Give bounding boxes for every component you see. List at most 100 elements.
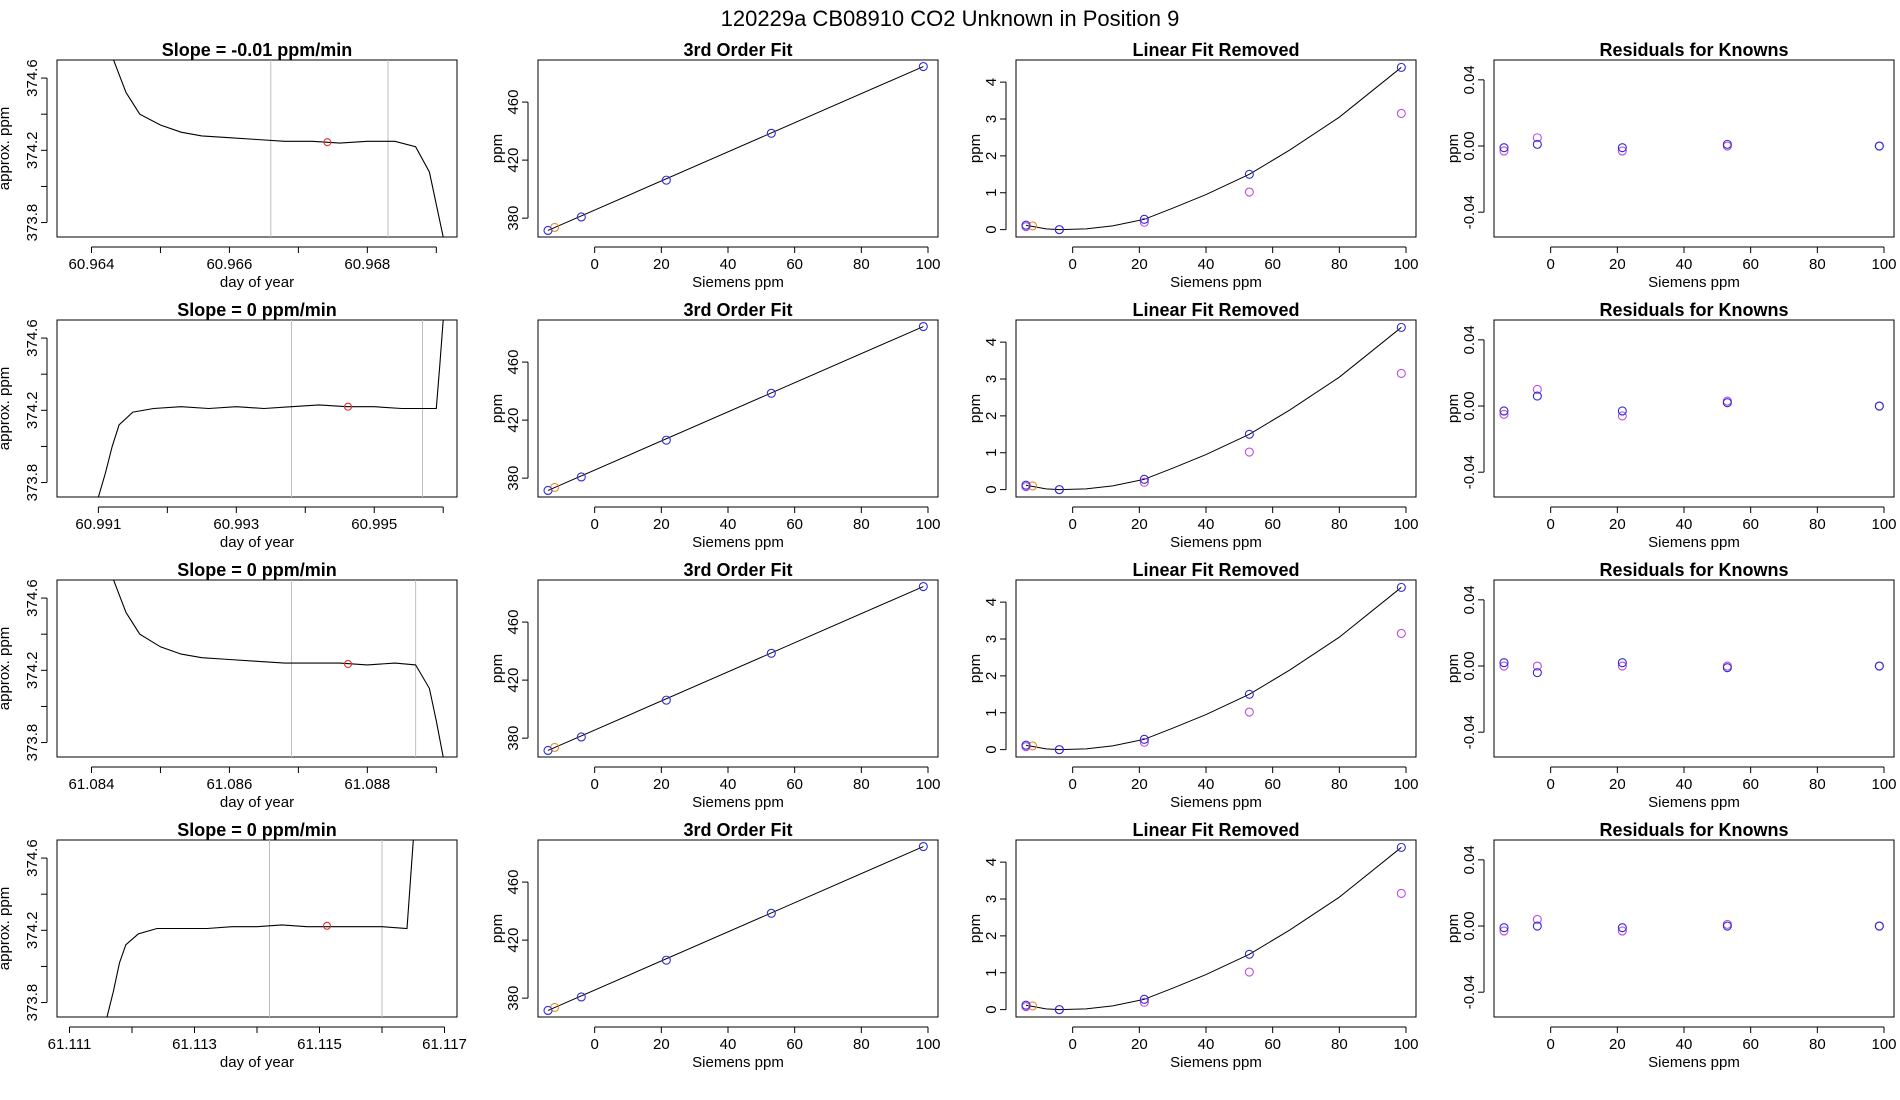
y-tick-label: 380 (505, 726, 522, 751)
x-tick-label: 61.086 (206, 776, 252, 793)
x-tick-label: 60.991 (75, 516, 121, 533)
panel-r0-c3: Residuals for Knowns 0 20 40 60 80 100 Siemens … (1445, 40, 1897, 291)
x-axis-label: Siemens ppm (1170, 794, 1262, 811)
data-layer (543, 581, 928, 756)
y-axis-label: ppm (967, 654, 984, 683)
x-tick-label: 60 (786, 776, 803, 793)
x-tick-label: 40 (1198, 1036, 1215, 1053)
plot-frame (1493, 579, 1895, 758)
y-tick-label: 380 (505, 206, 522, 231)
data-layer (112, 60, 444, 237)
x-axis-label: Siemens ppm (692, 274, 784, 291)
x-tick-label: 40 (720, 776, 737, 793)
known-point (1874, 141, 1884, 151)
known-point (576, 212, 586, 222)
magenta-point (1499, 146, 1509, 156)
plot-frame (56, 319, 458, 498)
x-tick-label: 40 (1198, 776, 1215, 793)
panel-title: Slope = 0 ppm/min (177, 300, 337, 320)
y-tick-label: 3 (983, 375, 1000, 383)
x-tick-label: 80 (1809, 256, 1826, 273)
x-tick-label: 0 (1546, 776, 1554, 793)
x-tick-label: 40 (720, 1036, 737, 1053)
x-tick-label: 0 (1068, 776, 1076, 793)
panel-r1-c3: Residuals for Knowns 0 20 40 60 80 100 Siemens … (1445, 300, 1897, 551)
known-point (1054, 225, 1064, 235)
magenta-point (1244, 967, 1254, 977)
y-tick-label: 2 (983, 932, 1000, 940)
x-tick-label: 20 (1609, 776, 1626, 793)
panel-title: Slope = -0.01 ppm/min (162, 40, 353, 60)
x-tick-label: 20 (653, 1036, 670, 1053)
x-tick-label: 80 (1331, 516, 1348, 533)
x-tick-label: 100 (1871, 516, 1896, 533)
y-axis-label: ppm (1445, 914, 1462, 943)
plot-frame (537, 579, 939, 758)
x-tick-label: 100 (915, 516, 940, 533)
known-point (918, 841, 928, 852)
y-tick-label: 0.00 (1461, 911, 1478, 940)
x-tick-label: 100 (915, 256, 940, 273)
page-title: 120229a CB08910 CO2 Unknown in Position … (721, 6, 1180, 31)
y-tick-label: 373.8 (24, 204, 41, 242)
y-tick-label: 4 (983, 78, 1000, 86)
y-tick-label: 460 (505, 90, 522, 115)
known-point (543, 225, 553, 236)
y-axis-label: ppm (1445, 134, 1462, 163)
known-point (1396, 842, 1406, 852)
y-tick-label: 4 (983, 338, 1000, 346)
x-tick-label: 60 (1264, 1036, 1281, 1053)
y-tick-label: 0 (983, 485, 1000, 493)
plot-frame (56, 839, 458, 1018)
x-tick-label: 100 (1871, 256, 1896, 273)
y-tick-label: -0.04 (1461, 195, 1478, 229)
x-tick-label: 60 (1264, 256, 1281, 273)
fit-line (547, 846, 924, 1011)
magenta-point (1532, 384, 1542, 395)
y-tick-label: 373.8 (24, 724, 41, 762)
x-tick-label: 61.111 (48, 1036, 92, 1053)
known-point (1617, 143, 1627, 153)
x-tick-label: 20 (1609, 1036, 1626, 1053)
y-tick-label: 460 (505, 870, 522, 895)
y-tick-label: 374.6 (24, 839, 41, 877)
known-point (661, 955, 671, 965)
known-point (1874, 401, 1884, 411)
magenta-point (1499, 926, 1509, 936)
unknown-point (1028, 481, 1038, 491)
panel-r2-c0: Slope = 0 ppm/min 61.084 61.086 61.088 day o… (0, 560, 458, 811)
known-point (766, 388, 776, 398)
y-tick-label: 0.04 (1461, 845, 1478, 874)
trace-line (97, 320, 444, 497)
y-axis-label: approx. ppm (0, 627, 13, 710)
x-tick-label: 40 (1198, 256, 1215, 273)
y-tick-label: 460 (505, 350, 522, 375)
data-layer (106, 840, 414, 1017)
x-axis-label: Siemens ppm (692, 534, 784, 551)
known-point (1722, 139, 1732, 149)
x-axis-label: Siemens ppm (1170, 274, 1262, 291)
x-tick-label: 20 (1131, 256, 1148, 273)
x-tick-label: 60.993 (213, 516, 259, 533)
plot-frame (1015, 839, 1417, 1018)
known-point (1722, 921, 1732, 931)
y-tick-label: 2 (983, 412, 1000, 420)
x-axis-label: Siemens ppm (692, 1054, 784, 1071)
y-axis-label: ppm (1445, 654, 1462, 683)
data-layer (112, 580, 444, 757)
trace-line (106, 840, 414, 1017)
x-tick-label: 0 (590, 776, 598, 793)
plot-frame (1015, 319, 1417, 498)
data-layer (1499, 914, 1884, 936)
plot-frame (537, 839, 939, 1018)
x-tick-label: 40 (1676, 1036, 1693, 1053)
plot-frame (56, 59, 458, 238)
x-tick-label: 80 (853, 516, 870, 533)
magenta-point (1617, 661, 1627, 671)
fit-curve (1025, 587, 1402, 751)
x-axis-label: Siemens ppm (1170, 1054, 1262, 1071)
y-tick-label: 0.00 (1461, 131, 1478, 160)
